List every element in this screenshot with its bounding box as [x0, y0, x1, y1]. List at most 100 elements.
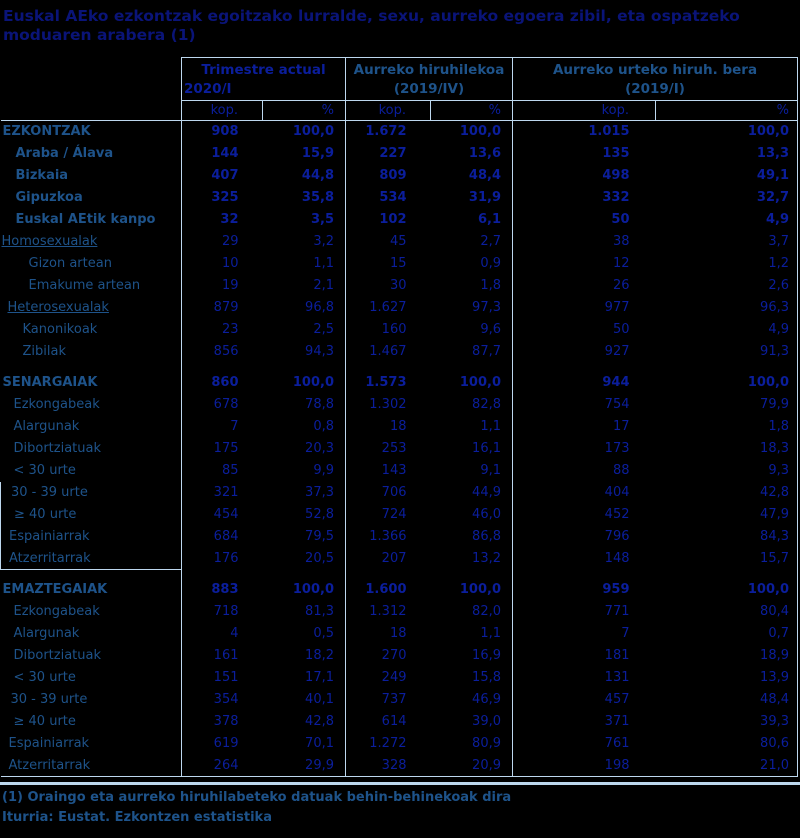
value-percent: 35,8	[301, 190, 334, 205]
value-percent: 1,2	[655, 252, 798, 275]
value-percent: 13,6	[468, 146, 501, 161]
table-row: Emakume artean 19 2,1 30 1,8 26 2,6	[1, 274, 798, 297]
value-count: 32	[181, 208, 263, 231]
row-label: Atzerritarrak	[0, 547, 182, 570]
value-count: 131	[512, 666, 656, 689]
value-count: 207	[345, 547, 431, 570]
value-percent: 9,6	[480, 322, 501, 337]
table-row: Ezkongabeak 678 78,8 1.302 82,8 754 79,9	[1, 393, 798, 416]
table-row: Euskal AEtik kanpo 32 3,5 102 6,1 50 4,9	[1, 208, 798, 231]
row-label: Euskal AEtik kanpo	[15, 212, 156, 227]
col-header-kop: kop.	[512, 100, 656, 121]
value-percent: 80,9	[472, 736, 501, 751]
value-percent: 82,8	[472, 397, 501, 412]
table-row: SENARGAIAK 860 100,0 1.573 100,0 944 100,0	[1, 362, 798, 394]
value-count: 796	[512, 525, 656, 548]
value-percent: 0,5	[313, 626, 334, 641]
value-count: 321	[181, 481, 263, 504]
row-label: Ezkongabeak	[13, 397, 100, 412]
value-percent: 4,9	[655, 208, 798, 231]
value-percent: 37,3	[305, 485, 334, 500]
value-percent: 39,0	[472, 714, 501, 729]
table-row: < 30 urte 151 17,1 249 15,8 131 13,9	[1, 666, 798, 689]
value-count: 761	[512, 732, 656, 755]
col-header-pct: %	[262, 100, 346, 121]
value-percent: 13,3	[655, 142, 798, 165]
value-count: 371	[512, 710, 656, 733]
header-spacer	[1, 58, 182, 101]
value-percent: 15,7	[655, 547, 798, 570]
value-count: 227	[345, 142, 431, 165]
value-count: 1.312	[345, 600, 431, 623]
table-row: Atzerritarrak 264 29,9 328 20,9 198 21,0	[0, 754, 798, 777]
value-count: 151	[181, 666, 263, 689]
value-count: 1.015	[512, 120, 656, 143]
table-row: ≥ 40 urte 378 42,8 614 39,0 371 39,3	[1, 710, 798, 733]
value-percent: 1,8	[480, 278, 501, 293]
value-percent: 9,9	[313, 463, 334, 478]
table-row: Kanonikoak 23 2,5 160 9,6 50 4,9	[1, 318, 798, 341]
value-count: 88	[512, 459, 656, 482]
row-label: Gipuzkoa	[15, 190, 83, 205]
row-label: Emakume artean	[28, 278, 141, 293]
value-count: 249	[345, 666, 431, 689]
column-group-year-ago-quarter: Aurreko urteko hiruh. bera (2019/I)	[512, 57, 798, 101]
value-count: 883	[181, 569, 263, 601]
value-count: 144	[181, 142, 263, 165]
group-title: Trimestre actual	[201, 62, 326, 78]
value-percent: 20,3	[305, 441, 334, 456]
row-label: Ezkongabeak	[13, 604, 100, 619]
value-count: 17	[512, 415, 656, 438]
value-count: 23	[181, 318, 263, 341]
table-header: Trimestre actual 2020/I Aurreko hiruhile…	[0, 57, 798, 121]
value-count: 879	[181, 296, 263, 319]
value-count: 143	[345, 459, 431, 482]
value-count: 354	[181, 688, 263, 711]
value-percent: 2,5	[313, 322, 334, 337]
value-count: 173	[512, 437, 656, 460]
row-label: Atzerritarrak	[0, 754, 182, 777]
value-count: 85	[181, 459, 263, 482]
value-count: 18	[345, 622, 431, 645]
value-count: 1.672	[345, 120, 431, 143]
value-count: 4	[181, 622, 263, 645]
group-subtitle: 2020/I	[184, 81, 232, 97]
table-row: EMAZTEGAIAK 883 100,0 1.600 100,0 959 100,0	[1, 569, 798, 601]
value-percent: 16,1	[472, 441, 501, 456]
value-count: 15	[345, 252, 431, 275]
table-row: Espainiarrak 619 70,1 1.272 80,9 761 80,6	[1, 732, 798, 755]
row-label: 30 - 39 urte	[0, 481, 182, 504]
value-percent: 39,3	[655, 710, 798, 733]
table-row: Dibortziatuak 161 18,2 270 16,9 181 18,9	[1, 644, 798, 667]
value-count: 771	[512, 600, 656, 623]
value-count: 148	[512, 547, 656, 570]
table-row: Alargunak 7 0,8 18 1,1 17 1,8	[1, 415, 798, 438]
column-group-current-quarter: Trimestre actual 2020/I	[181, 57, 346, 101]
value-count: 12	[512, 252, 656, 275]
value-count: 264	[181, 754, 263, 777]
value-count: 908	[181, 120, 263, 143]
value-count: 619	[181, 732, 263, 755]
group-header-row: Trimestre actual 2020/I Aurreko hiruhile…	[1, 57, 798, 101]
value-percent: 86,8	[472, 529, 501, 544]
sub-header-row: kop. % kop. % kop. %	[0, 100, 798, 121]
value-percent: 44,8	[301, 168, 334, 183]
value-percent: 48,4	[655, 688, 798, 711]
value-count: 977	[512, 296, 656, 319]
table-row: < 30 urte 85 9,9 143 9,1 88 9,3	[1, 459, 798, 482]
row-label: ≥ 40 urte	[0, 503, 182, 526]
value-count: 50	[512, 208, 656, 231]
value-percent: 1,1	[480, 419, 501, 434]
value-percent: 91,3	[655, 340, 798, 363]
value-percent: 0,7	[655, 622, 798, 645]
value-percent: 18,2	[305, 648, 334, 663]
table-row: Ezkongabeak 718 81,3 1.312 82,0 771 80,4	[1, 600, 798, 623]
value-count: 944	[512, 362, 656, 394]
value-count: 856	[181, 340, 263, 363]
row-label: < 30 urte	[13, 670, 76, 685]
value-count: 30	[345, 274, 431, 297]
footnote-provisional: (1) Oraingo eta aurreko hiruhilabeteko d…	[2, 790, 512, 805]
row-label: Kanonikoak	[22, 322, 98, 337]
value-percent: 4,9	[655, 318, 798, 341]
value-percent: 97,3	[472, 300, 501, 315]
